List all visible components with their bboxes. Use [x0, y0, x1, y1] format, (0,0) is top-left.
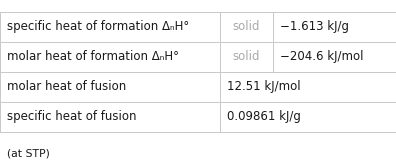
Text: −204.6 kJ/mol: −204.6 kJ/mol: [280, 50, 364, 63]
Text: 12.51 kJ/mol: 12.51 kJ/mol: [227, 80, 301, 93]
Text: solid: solid: [233, 20, 260, 33]
Text: solid: solid: [233, 50, 260, 63]
Text: (at STP): (at STP): [7, 148, 50, 158]
Text: molar heat of formation ΔₙH°: molar heat of formation ΔₙH°: [7, 50, 179, 63]
Text: specific heat of formation ΔₙH°: specific heat of formation ΔₙH°: [7, 20, 189, 33]
Text: −1.613 kJ/g: −1.613 kJ/g: [280, 20, 349, 33]
Text: 0.09861 kJ/g: 0.09861 kJ/g: [227, 110, 301, 123]
Bar: [0, 12, 396, 132]
Text: molar heat of fusion: molar heat of fusion: [7, 80, 126, 93]
Text: specific heat of fusion: specific heat of fusion: [7, 110, 137, 123]
